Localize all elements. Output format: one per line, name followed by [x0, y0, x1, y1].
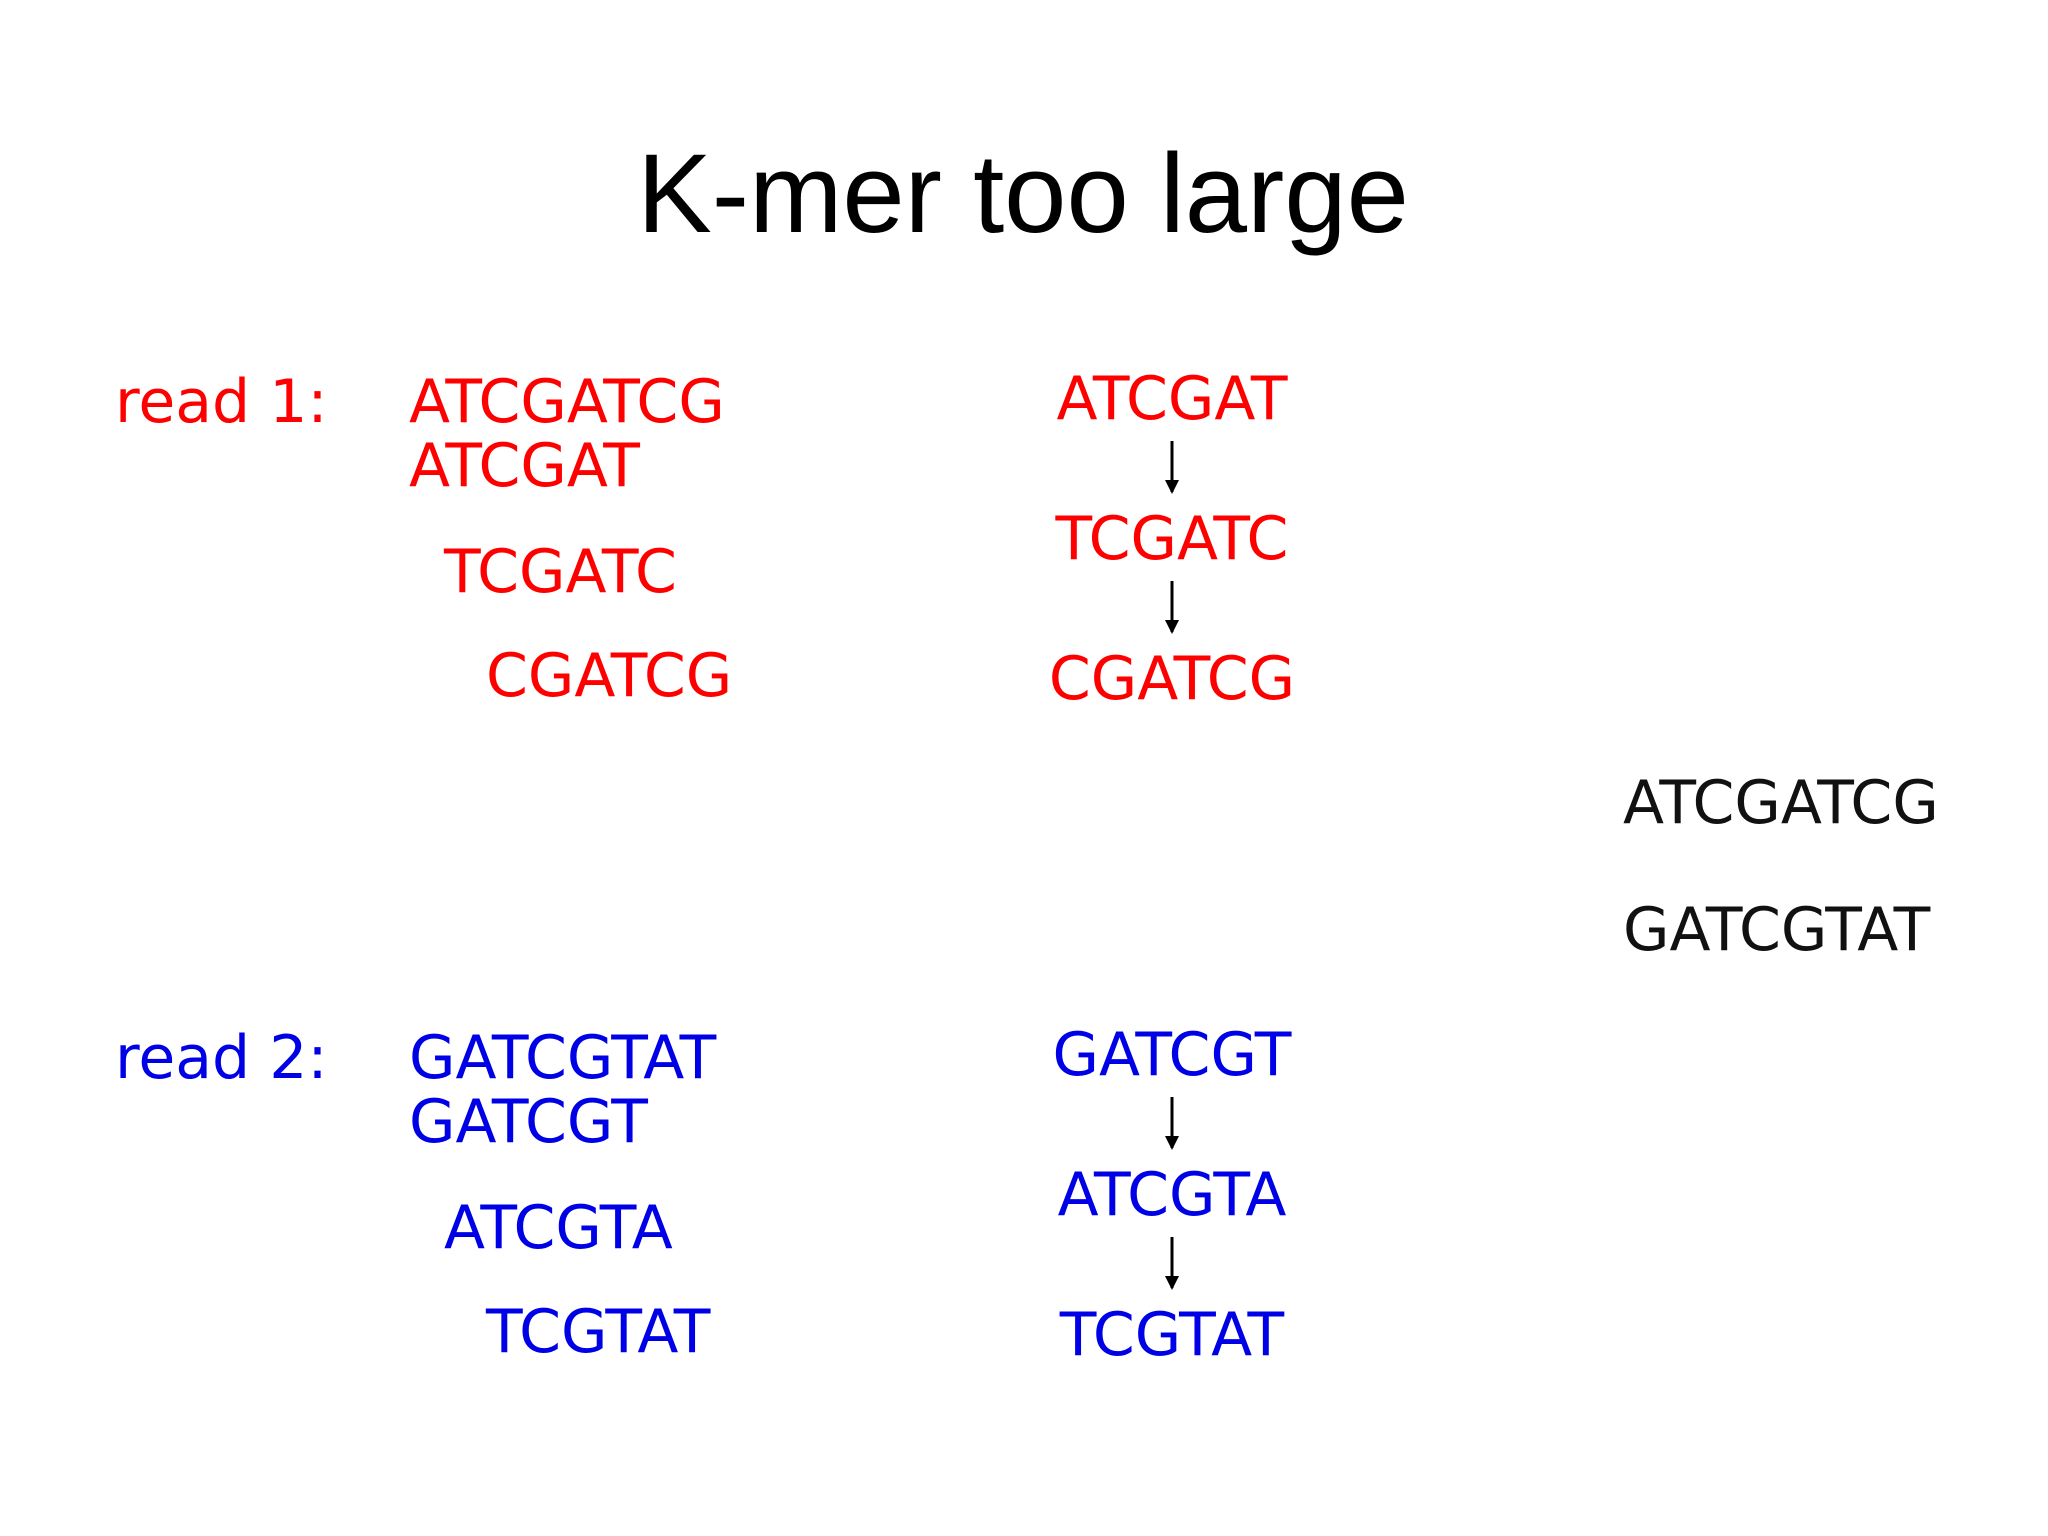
- kmer: TCGTAT: [485, 1297, 711, 1367]
- arrow-head: [1165, 620, 1179, 634]
- graph-node: GATCGT: [1053, 1020, 1292, 1090]
- graph-node: TCGATC: [1055, 504, 1289, 574]
- arrow-head: [1165, 480, 1179, 494]
- read-sequence: ATCGATCG: [409, 367, 725, 437]
- read-label: read 1:: [115, 367, 328, 437]
- kmer: ATCGTA: [444, 1193, 673, 1263]
- graph-node: CGATCG: [1049, 644, 1295, 714]
- graph-node: ATCGTA: [1058, 1160, 1287, 1230]
- contig: GATCGTAT: [1623, 895, 1931, 965]
- arrow-head: [1165, 1276, 1179, 1290]
- kmer: TCGATC: [443, 537, 677, 607]
- arrow-head: [1165, 1136, 1179, 1150]
- graph-node: ATCGAT: [1057, 364, 1288, 434]
- slide-title: K-mer too large: [637, 131, 1409, 256]
- graph-node: TCGTAT: [1059, 1300, 1285, 1370]
- kmer: ATCGAT: [409, 431, 640, 501]
- contig: ATCGATCG: [1623, 768, 1939, 838]
- read-sequence: GATCGTAT: [409, 1023, 717, 1093]
- kmer: CGATCG: [486, 641, 732, 711]
- kmer: GATCGT: [409, 1087, 648, 1157]
- read-label: read 2:: [115, 1023, 328, 1093]
